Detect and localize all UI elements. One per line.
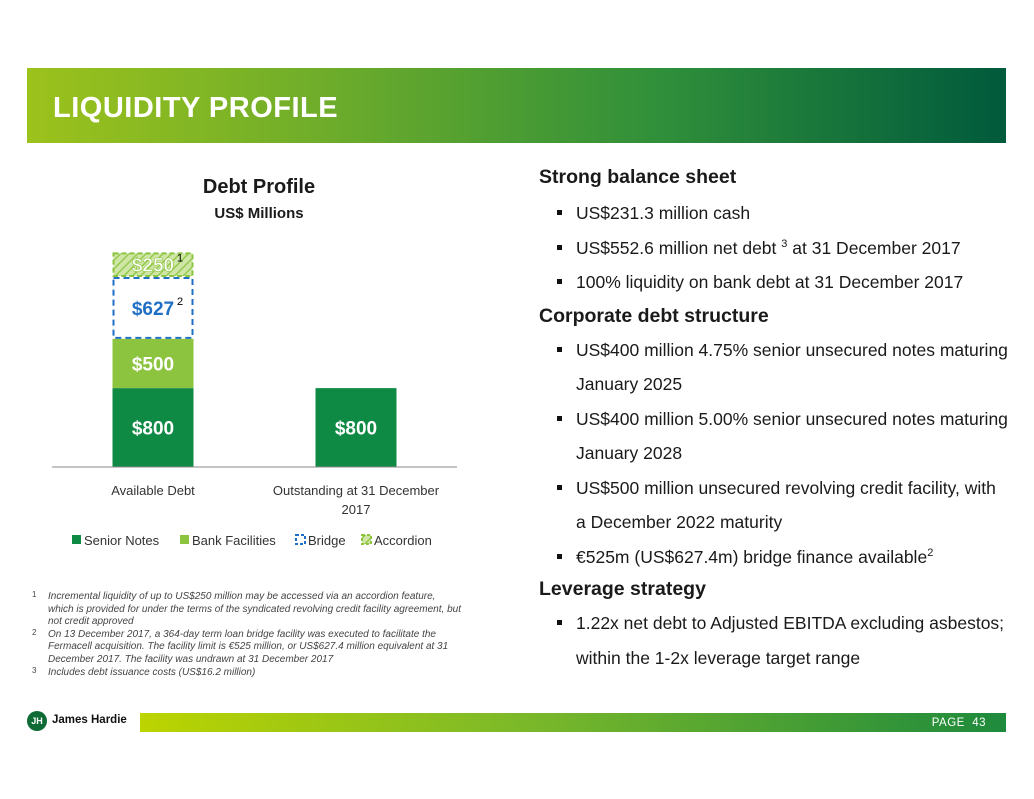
legend-label-3: Accordion [374,533,432,548]
legend-swatch-1 [180,535,189,544]
legend-swatch-3 [361,534,372,545]
bar-bank-facilities-0 [112,338,194,389]
legend-label-2: Bridge [308,533,346,548]
legend-item-senior-notes: Senior Notes [72,533,160,548]
heading-leverage-strategy: Leverage strategy [539,578,706,600]
x-ticks: Available Debt Outstanding at 31 December… [111,483,440,517]
title-bar: LIQUIDITY PROFILE [27,68,1006,143]
balance-sheet-bullets: US$231.3 million cash US$552.6 million n… [539,196,1009,300]
tick-label-0: Available Debt [111,483,195,498]
superscript-1: 1 [177,253,183,265]
footnote-3: 3 Includes debt issuance costs (US$16.2 m… [32,665,256,678]
bullet-bridge-finance: €525m (US$627.4m) bridge finance availab… [539,540,1009,575]
data-label-senior-notes-1: $800 [335,419,377,440]
superscript-2: 2 [177,296,183,308]
bar-senior-notes-0 [112,388,194,467]
page-number: PAGE 43 [931,717,986,729]
debt-structure-bullets: US$400 million 4.75% senior unsecured no… [539,333,1009,575]
bullet-notes-2028: US$400 million 5.00% senior unsecured no… [539,402,1009,471]
legend-item-accordion: Accordion [361,533,432,548]
data-label-senior-notes-0: $800 [132,419,174,440]
footnotes: 1 Incremental liquidity of up to US$250 m… [32,590,462,679]
bar-senior-notes-1 [315,388,397,467]
legend-label-0: Senior Notes [84,533,160,548]
legend-item-bank-facilities: Bank Facilities [180,533,276,548]
logo-text: James Hardie [52,714,127,726]
bullet-liquidity: 100% liquidity on bank debt at 31 Decemb… [539,265,1009,300]
bullet-leverage: 1.22x net debt to Adjusted EBITDA exclud… [539,606,1009,675]
legend-item-bridge: Bridge [295,533,346,548]
bar-bridge-0 [112,276,194,339]
tick-label-1: Outstanding at 31 December 2017 [273,483,440,517]
bullet-notes-2025: US$400 million 4.75% senior unsecured no… [539,333,1009,402]
bar-accordion-0 [112,252,194,277]
footnote-2: 2 On 13 December 2017, a 364-day term loa… [32,627,449,665]
data-label-accordion-0: $250 [132,256,174,277]
bullet-credit-facility: US$500 million unsecured revolving credi… [539,471,1009,540]
legend-swatch-2 [295,534,306,545]
data-label-bridge-0: $627 [132,299,174,320]
legend-swatch-0 [72,535,81,544]
leverage-bullets: 1.22x net debt to Adjusted EBITDA exclud… [539,606,1009,675]
bullet-cash: US$231.3 million cash [539,196,1009,231]
page-title: LIQUIDITY PROFILE [53,92,339,124]
debt-profile-chart: Debt Profile US$ Millions $800$500$627 2$… [52,176,457,548]
bullet-net-debt: US$552.6 million net debt 3 at 31 Decemb… [539,231,1009,266]
superscript-2: 2 [927,546,934,559]
chart-title: Debt Profile [203,176,315,198]
legend: Senior Notes Bank Facilities Bridge Accordi… [72,533,432,548]
superscript-3: 3 [781,237,788,250]
key-points: Strong balance sheet US$231.3 million ca… [539,166,1009,675]
legend-label-1: Bank Facilities [192,533,276,548]
data-label-bank-facilities-0: $500 [132,354,174,375]
chart-subtitle: US$ Millions [214,205,303,222]
bars-group: $800 $500 $627 2 $250 1 $800 [112,252,397,467]
footer-bar [140,713,1006,732]
logo-mark-icon: JH [27,711,47,731]
james-hardie-logo: JH James Hardie [27,710,137,734]
heading-corporate-debt: Corporate debt structure [539,304,769,327]
footnote-1: 1 Incremental liquidity of up to US$250 m… [32,590,461,628]
heading-strong-balance-sheet: Strong balance sheet [539,166,737,188]
